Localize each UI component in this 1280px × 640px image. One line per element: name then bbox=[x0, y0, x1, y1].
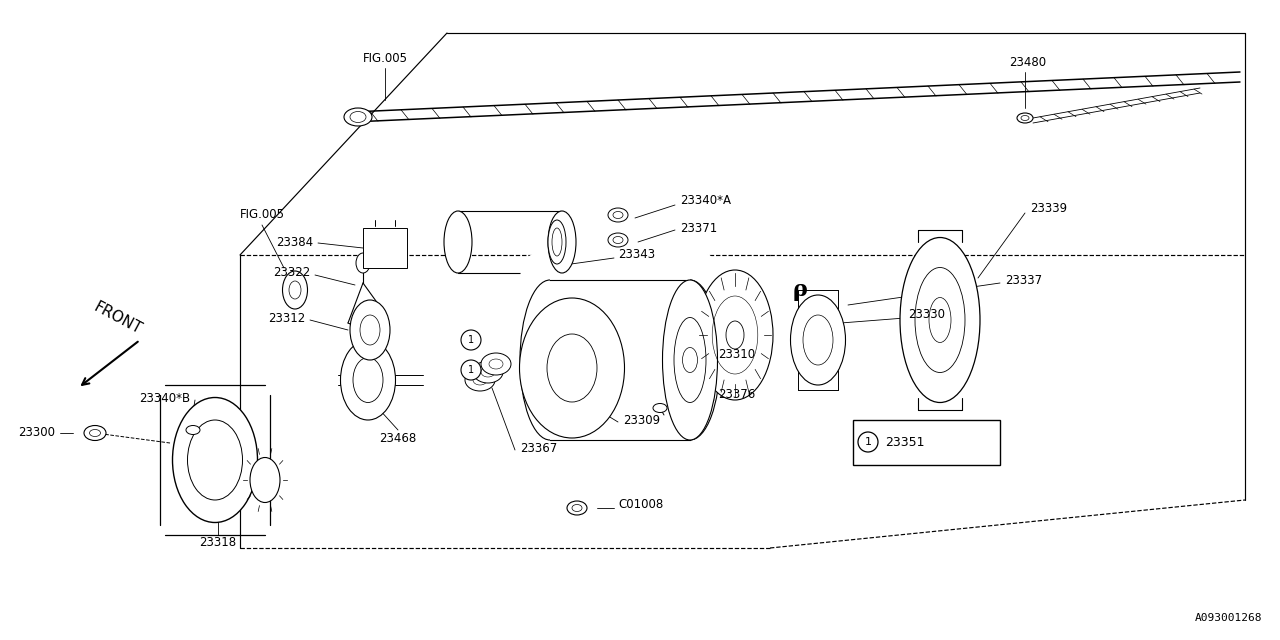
Text: FIG.005: FIG.005 bbox=[362, 51, 407, 65]
Ellipse shape bbox=[613, 237, 623, 243]
Text: 23330: 23330 bbox=[908, 308, 945, 321]
Ellipse shape bbox=[653, 403, 667, 413]
Ellipse shape bbox=[608, 208, 628, 222]
Ellipse shape bbox=[663, 280, 718, 440]
Text: 23367: 23367 bbox=[520, 442, 557, 454]
Text: 23384: 23384 bbox=[276, 236, 314, 248]
Ellipse shape bbox=[520, 298, 625, 438]
Text: 23468: 23468 bbox=[379, 431, 416, 445]
Text: 23339: 23339 bbox=[1030, 202, 1068, 214]
Ellipse shape bbox=[698, 270, 773, 400]
Circle shape bbox=[461, 360, 481, 380]
Ellipse shape bbox=[929, 298, 951, 342]
Ellipse shape bbox=[349, 300, 390, 360]
Text: 23480: 23480 bbox=[1010, 56, 1047, 68]
Ellipse shape bbox=[474, 361, 503, 383]
Ellipse shape bbox=[474, 375, 486, 385]
Text: FIG.005: FIG.005 bbox=[239, 209, 284, 221]
Text: 23310: 23310 bbox=[718, 349, 755, 362]
Ellipse shape bbox=[187, 420, 242, 500]
Ellipse shape bbox=[465, 369, 495, 391]
Text: FRONT: FRONT bbox=[91, 299, 145, 337]
FancyBboxPatch shape bbox=[364, 228, 407, 268]
Text: C01008: C01008 bbox=[618, 499, 663, 511]
Ellipse shape bbox=[1018, 113, 1033, 123]
Ellipse shape bbox=[353, 358, 383, 403]
Text: 23318: 23318 bbox=[200, 536, 237, 550]
Ellipse shape bbox=[915, 268, 965, 372]
Ellipse shape bbox=[489, 359, 503, 369]
Ellipse shape bbox=[250, 458, 280, 502]
Ellipse shape bbox=[84, 426, 106, 440]
Ellipse shape bbox=[356, 253, 370, 273]
Text: 1: 1 bbox=[468, 335, 474, 345]
Ellipse shape bbox=[726, 321, 744, 349]
Text: 23351: 23351 bbox=[884, 435, 924, 449]
Ellipse shape bbox=[1021, 115, 1029, 120]
Text: A093001268: A093001268 bbox=[1194, 613, 1262, 623]
Ellipse shape bbox=[548, 220, 566, 264]
Ellipse shape bbox=[900, 237, 980, 403]
Ellipse shape bbox=[572, 504, 582, 511]
Ellipse shape bbox=[675, 320, 690, 350]
Ellipse shape bbox=[667, 307, 698, 362]
Text: 23340*A: 23340*A bbox=[680, 193, 731, 207]
FancyBboxPatch shape bbox=[520, 250, 719, 470]
Ellipse shape bbox=[548, 211, 576, 273]
Text: 1: 1 bbox=[864, 437, 872, 447]
Ellipse shape bbox=[567, 501, 588, 515]
Ellipse shape bbox=[682, 348, 698, 372]
Ellipse shape bbox=[90, 429, 101, 436]
Ellipse shape bbox=[283, 271, 307, 309]
Ellipse shape bbox=[608, 233, 628, 247]
Text: 23312: 23312 bbox=[268, 312, 305, 324]
Ellipse shape bbox=[552, 228, 562, 256]
Text: 23300: 23300 bbox=[18, 426, 55, 438]
Text: 23340*B: 23340*B bbox=[138, 392, 189, 404]
Text: 23343: 23343 bbox=[618, 248, 655, 262]
Ellipse shape bbox=[289, 281, 301, 299]
Text: 1: 1 bbox=[468, 365, 474, 375]
Ellipse shape bbox=[803, 315, 833, 365]
Ellipse shape bbox=[547, 334, 596, 402]
Ellipse shape bbox=[349, 111, 366, 122]
Ellipse shape bbox=[613, 211, 623, 218]
Text: 23337: 23337 bbox=[1005, 273, 1042, 287]
Text: 23322: 23322 bbox=[273, 266, 310, 280]
Ellipse shape bbox=[791, 295, 846, 385]
Ellipse shape bbox=[186, 426, 200, 435]
Ellipse shape bbox=[444, 211, 472, 273]
Text: 23309: 23309 bbox=[623, 413, 660, 426]
Ellipse shape bbox=[173, 397, 257, 522]
Ellipse shape bbox=[360, 315, 380, 345]
Ellipse shape bbox=[481, 367, 495, 377]
Circle shape bbox=[461, 330, 481, 350]
Ellipse shape bbox=[340, 340, 396, 420]
Ellipse shape bbox=[481, 353, 511, 375]
FancyBboxPatch shape bbox=[852, 420, 1000, 465]
Ellipse shape bbox=[675, 317, 707, 403]
Circle shape bbox=[858, 432, 878, 452]
Ellipse shape bbox=[344, 108, 372, 126]
Text: 23376: 23376 bbox=[718, 388, 755, 401]
Text: ρ: ρ bbox=[792, 279, 808, 301]
Text: 23371: 23371 bbox=[680, 221, 717, 234]
